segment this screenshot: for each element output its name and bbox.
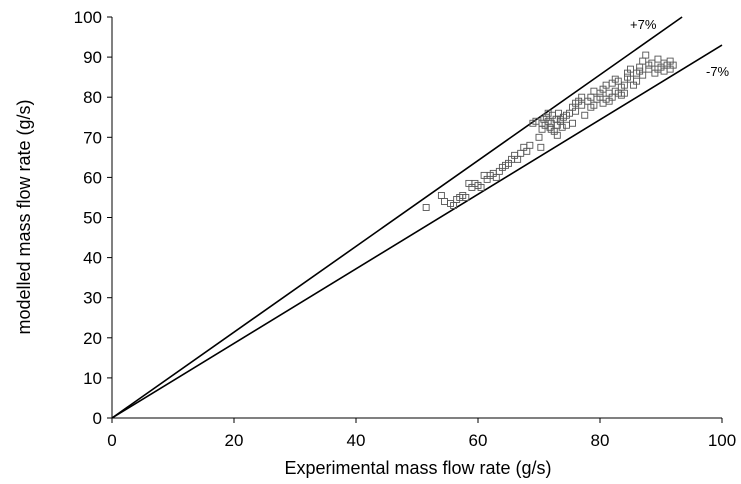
data-point bbox=[544, 109, 552, 117]
data-point bbox=[602, 81, 610, 89]
minus-7-percent-label: -7% bbox=[706, 64, 730, 79]
plot-area bbox=[111, 16, 723, 419]
x-tick-label: 80 bbox=[591, 431, 610, 450]
data-point bbox=[611, 75, 619, 83]
data-point bbox=[645, 61, 653, 69]
y-tick-label: 40 bbox=[83, 249, 102, 268]
x-tick-label: 60 bbox=[469, 431, 488, 450]
data-point bbox=[654, 55, 662, 63]
y-tick-label: 60 bbox=[83, 168, 102, 187]
y-tick-label: 100 bbox=[74, 8, 102, 27]
axes: 0 10 20 30 40 50 60 70 80 90 100 0 20 40 60 80 100 bbox=[74, 8, 737, 450]
data-point bbox=[542, 113, 550, 121]
data-point bbox=[477, 183, 485, 191]
data-point bbox=[526, 141, 534, 149]
data-point bbox=[538, 119, 546, 127]
x-tick-label: 100 bbox=[708, 431, 736, 450]
data-point bbox=[462, 193, 470, 201]
data-point bbox=[633, 77, 641, 85]
data-point bbox=[624, 69, 631, 77]
data-point bbox=[636, 67, 644, 75]
data-point bbox=[441, 198, 448, 205]
plus-7-percent-label: +7% bbox=[630, 17, 657, 32]
data-point bbox=[547, 125, 555, 133]
y-tick-label: 30 bbox=[83, 289, 102, 308]
data-point bbox=[535, 133, 543, 141]
data-point bbox=[548, 111, 556, 119]
data-point bbox=[617, 91, 625, 99]
data-point bbox=[437, 191, 445, 199]
data-point bbox=[537, 143, 545, 151]
x-tick-label: 40 bbox=[347, 431, 366, 450]
data-point bbox=[563, 121, 570, 129]
data-point bbox=[666, 65, 674, 73]
plus-7-percent-line bbox=[111, 16, 683, 419]
data-point bbox=[590, 101, 598, 109]
data-point bbox=[639, 57, 647, 65]
data-point bbox=[654, 65, 662, 73]
data-point bbox=[572, 107, 580, 115]
y-tick-label: 50 bbox=[83, 209, 102, 228]
data-point bbox=[590, 87, 598, 95]
data-point bbox=[599, 99, 607, 107]
data-point bbox=[636, 63, 644, 71]
data-point bbox=[642, 51, 650, 59]
data-point bbox=[581, 111, 589, 119]
data-point bbox=[517, 149, 525, 157]
data-point bbox=[422, 204, 430, 211]
data-point bbox=[645, 65, 653, 73]
x-axis-title: Experimental mass flow rate (g/s) bbox=[284, 458, 551, 478]
y-tick-label: 90 bbox=[83, 48, 102, 67]
data-point bbox=[540, 115, 548, 123]
x-tick-label: 0 bbox=[107, 431, 116, 450]
data-point bbox=[596, 89, 604, 97]
data-point bbox=[578, 93, 586, 101]
data-point bbox=[620, 81, 628, 89]
data-point bbox=[546, 123, 554, 131]
data-point bbox=[569, 119, 576, 127]
y-tick-label: 20 bbox=[83, 329, 102, 348]
y-tick-label: 0 bbox=[93, 409, 102, 428]
y-tick-label: 10 bbox=[83, 369, 102, 388]
y-tick-label: 80 bbox=[83, 88, 102, 107]
minus-7-percent-line bbox=[111, 44, 723, 419]
data-point bbox=[556, 115, 564, 123]
data-point bbox=[660, 59, 668, 67]
data-point bbox=[553, 131, 561, 139]
y-axis-title: modelled mass flow rate (g/s) bbox=[14, 99, 34, 334]
data-point bbox=[578, 101, 586, 109]
x-tick-label: 20 bbox=[225, 431, 244, 450]
data-point bbox=[558, 123, 566, 131]
y-tick-label: 70 bbox=[83, 128, 102, 147]
